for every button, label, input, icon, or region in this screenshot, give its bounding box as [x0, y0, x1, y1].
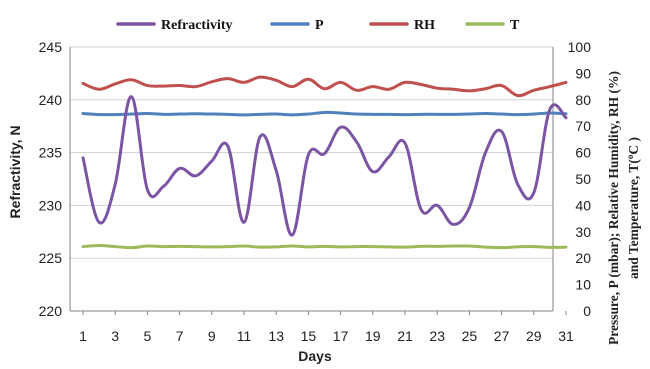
legend-label: RH [414, 18, 435, 33]
y2-tick-label: 100 [568, 39, 592, 55]
x-tick-label: 31 [558, 328, 574, 344]
y2-tick-label: 70 [575, 118, 591, 134]
x-axis-label: Days [298, 348, 332, 364]
x-tick-label: 23 [429, 328, 445, 344]
axes: 2202252302352402450102030405060708090100… [39, 39, 592, 344]
legend-label: T [510, 18, 520, 33]
y2-tick-label: 30 [575, 224, 591, 240]
x-tick-label: 3 [111, 328, 119, 344]
y2-tick-label: 50 [575, 171, 591, 187]
y2-tick-label: 10 [575, 277, 591, 293]
x-tick-label: 1 [79, 328, 87, 344]
x-tick-label: 7 [176, 328, 184, 344]
x-tick-label: 19 [365, 328, 381, 344]
y2-axis-label-line2: and Temperature, T(oC ) [625, 137, 641, 279]
y2-tick-label: 80 [575, 92, 591, 108]
x-tick-label: 5 [144, 328, 152, 344]
y2-tick-label: 20 [575, 250, 591, 266]
legend-item-p: P [270, 18, 324, 33]
x-tick-label: 11 [237, 328, 252, 344]
y2-label-prefix: and Temperature, T( [626, 159, 641, 279]
y2-tick-label: 60 [575, 145, 591, 161]
x-tick-label: 15 [301, 328, 317, 344]
y2-tick-label: 0 [583, 303, 591, 319]
series-lines [81, 75, 568, 250]
y-tick-label: 245 [39, 39, 63, 55]
legend-label: Refractivity [161, 18, 233, 33]
legend-label: P [315, 18, 324, 33]
y2-tick-label: 90 [575, 65, 591, 81]
legend: Refractivity P RH T [116, 18, 520, 33]
series-line-t [81, 244, 568, 250]
y-tick-label: 220 [39, 303, 63, 319]
legend-item-t: T [465, 18, 520, 33]
x-tick-label: 27 [494, 328, 510, 344]
y2-label-suffix: C ) [626, 137, 641, 155]
y-tick-label: 225 [39, 250, 63, 266]
y-tick-label: 240 [39, 92, 63, 108]
y-axis-label: Refractivity, N [7, 125, 23, 218]
y2-label-degree: o [625, 154, 635, 159]
gridlines [70, 46, 553, 312]
series-line-rh [81, 75, 568, 98]
x-tick-label: 13 [268, 328, 284, 344]
y-tick-label: 230 [39, 197, 63, 213]
series-line-p [81, 110, 568, 117]
series-line-refractivity [81, 95, 568, 237]
y2-axis-label-line1: Pressure, P (mbar); Relative Humidity, R… [606, 71, 621, 345]
x-tick-label: 29 [526, 328, 542, 344]
y-tick-label: 235 [39, 145, 63, 161]
legend-item-rh: RH [369, 18, 435, 33]
legend-item-refractivity: Refractivity [116, 18, 233, 33]
x-tick-label: 25 [462, 328, 478, 344]
x-tick-label: 21 [397, 328, 413, 344]
x-tick-label: 17 [333, 328, 349, 344]
y2-tick-label: 40 [575, 197, 591, 213]
x-tick-label: 9 [208, 328, 216, 344]
